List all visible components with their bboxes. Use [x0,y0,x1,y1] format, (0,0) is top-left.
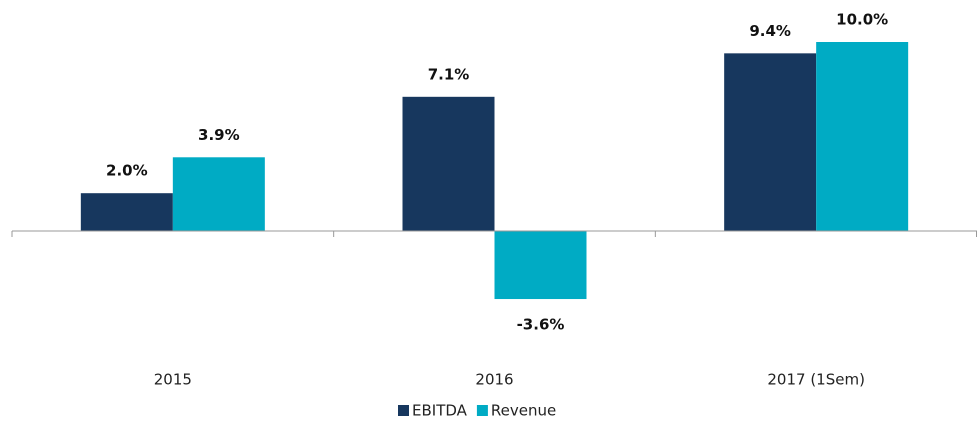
value-label: 7.1% [428,65,470,83]
legend-label: EBITDA [412,402,468,420]
bar [724,53,817,232]
bar [402,96,495,231]
x-tick-label: 2017 (1Sem) [767,371,865,389]
value-label: 10.0% [836,11,888,29]
value-label: 3.9% [198,126,240,144]
value-label: -3.6% [517,316,565,334]
bar [494,231,587,300]
legend-swatch [476,405,488,416]
legend-label: Revenue [491,402,556,420]
x-tick-label: 2016 [475,371,513,389]
bar [80,193,173,231]
bar [172,157,265,231]
x-tick-label: 2015 [154,371,192,389]
value-label: 9.4% [749,22,791,40]
value-label: 2.0% [106,162,148,180]
legend-swatch [398,405,409,416]
bar [816,42,909,231]
